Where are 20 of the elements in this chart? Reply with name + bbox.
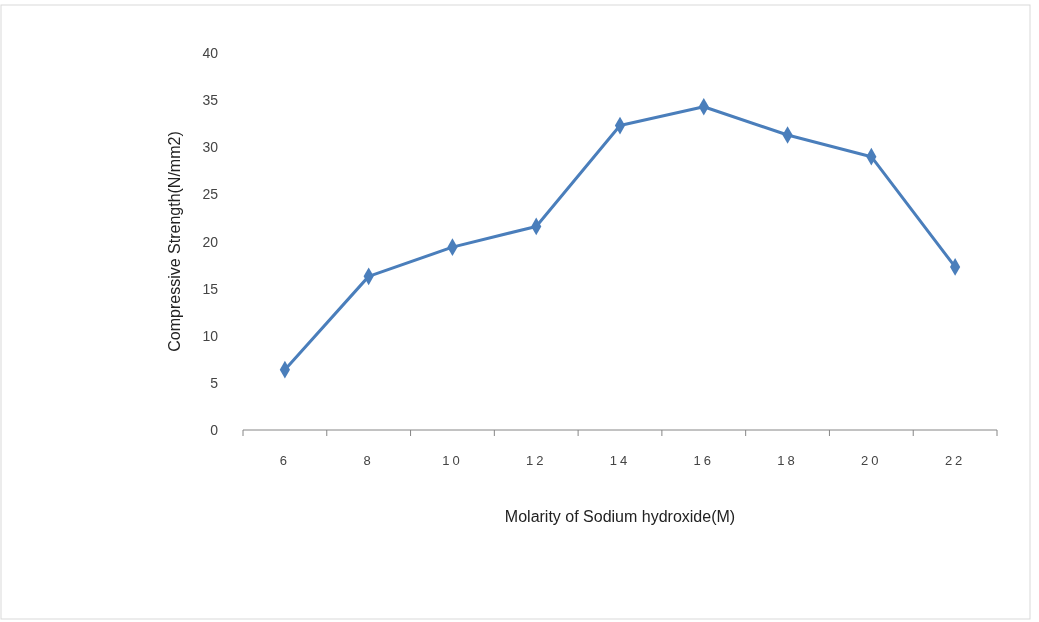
y-tick-label: 35	[202, 92, 219, 109]
y-tick-label: 0	[210, 422, 219, 438]
y-tick-label: 20	[202, 233, 219, 250]
x-axis-title: Molarity of Sodium hydroxide(M)	[504, 508, 736, 525]
x-tick-label: 14	[609, 453, 631, 468]
x-tick-label: 12	[525, 453, 547, 468]
x-tick-label: 10	[442, 453, 463, 468]
y-tick-label: 15	[202, 280, 219, 297]
y-tick-label: 5	[210, 374, 219, 391]
y-tick-label: 30	[202, 139, 219, 156]
x-tick-label: 6	[279, 453, 291, 468]
x-tick-label: 8	[363, 453, 374, 468]
x-tick-label: 16	[693, 453, 715, 468]
x-tick-label: 22	[944, 453, 966, 468]
y-tick-label: 10	[202, 327, 219, 344]
y-tick-label: 25	[202, 186, 219, 203]
y-tick-label: 40	[202, 45, 219, 61]
x-tick-label: 20	[861, 453, 882, 468]
x-tick-label: 18	[777, 453, 798, 468]
y-axis-title: Compressive Strength(N/mm2)	[166, 131, 183, 352]
